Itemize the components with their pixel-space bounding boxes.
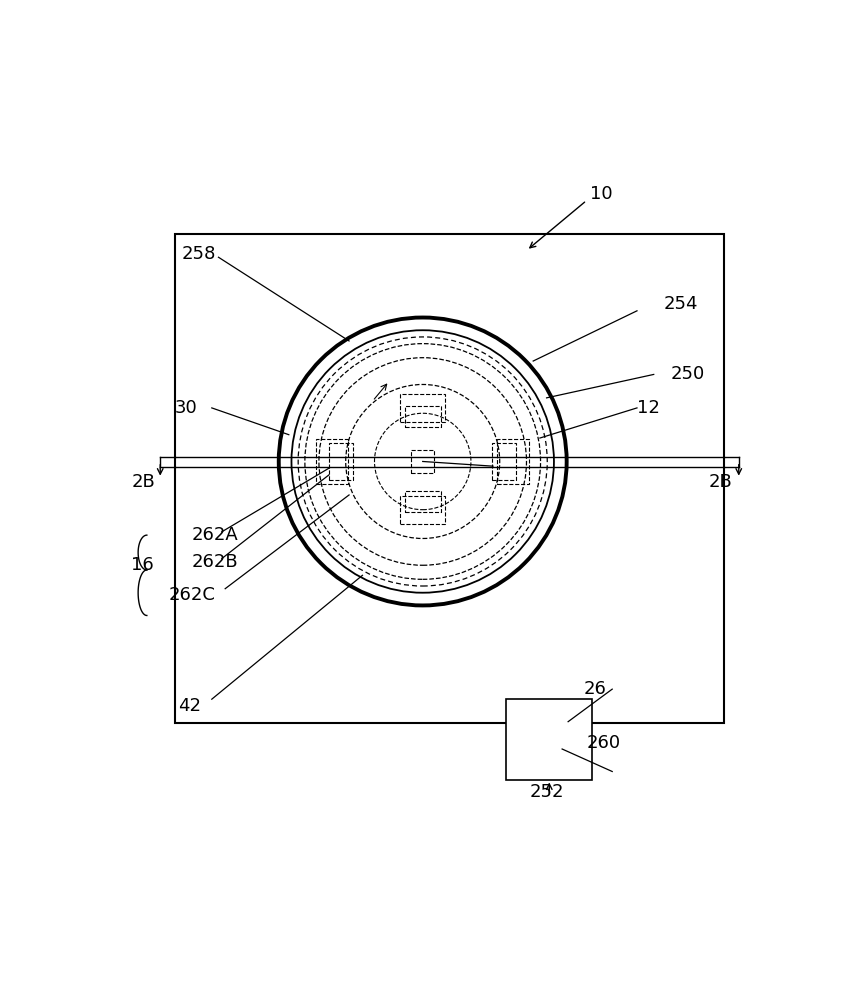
Text: 2B: 2B (132, 473, 156, 491)
Text: 254: 254 (664, 295, 698, 313)
Bar (400, 394, 446, 422)
Text: 262A: 262A (192, 526, 238, 544)
Bar (404, 406, 441, 427)
Text: 30: 30 (175, 399, 198, 417)
Bar (506, 699, 592, 780)
Text: 250: 250 (670, 365, 705, 383)
Text: 42: 42 (178, 697, 201, 715)
Text: 26: 26 (583, 680, 607, 698)
Bar (497, 439, 529, 484)
Text: 258: 258 (181, 245, 216, 263)
Bar (411, 450, 434, 473)
Text: 16: 16 (131, 556, 154, 574)
Text: 260: 260 (587, 734, 621, 752)
Text: 2B: 2B (708, 473, 733, 491)
Text: 262C: 262C (168, 586, 215, 604)
Bar (400, 496, 446, 524)
Text: 252: 252 (530, 783, 564, 801)
Bar (329, 443, 353, 480)
Bar (175, 234, 724, 723)
Text: 12: 12 (637, 399, 660, 417)
Bar (492, 443, 517, 480)
Text: 262B: 262B (192, 553, 238, 571)
Bar (404, 491, 441, 512)
Text: 10: 10 (590, 185, 613, 203)
Bar (316, 439, 348, 484)
